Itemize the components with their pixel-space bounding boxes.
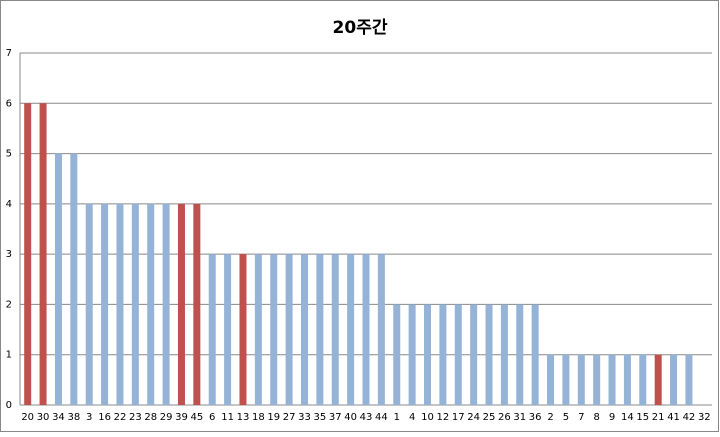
x-tick-label: 35 [313, 412, 326, 423]
x-tick-label: 16 [98, 412, 111, 423]
bar [116, 203, 124, 405]
bar [177, 203, 185, 405]
bar [593, 354, 601, 405]
x-tick-label: 26 [498, 412, 511, 423]
x-tick-label: 21 [652, 412, 665, 423]
bar [439, 304, 447, 405]
bar [424, 304, 432, 405]
bar [685, 354, 693, 405]
chart-title: 20주간 [333, 18, 388, 38]
x-tick-label: 28 [144, 412, 157, 423]
bar [85, 203, 93, 405]
x-tick-label: 13 [237, 412, 250, 423]
x-tick-label: 10 [421, 412, 434, 423]
x-tick-label: 29 [160, 412, 173, 423]
bar [239, 254, 247, 405]
bar [500, 304, 508, 405]
bar [393, 304, 401, 405]
x-tick-label: 41 [667, 412, 680, 423]
x-tick-label: 33 [298, 412, 311, 423]
x-tick-label: 37 [329, 412, 342, 423]
bar [39, 103, 47, 406]
bar [24, 103, 32, 406]
bar [254, 254, 262, 405]
bar [300, 254, 308, 405]
x-tick-label: 18 [252, 412, 265, 423]
bar [347, 254, 355, 405]
x-tick-label: 45 [190, 412, 203, 423]
x-tick-label: 4 [409, 412, 415, 423]
bar [470, 304, 478, 405]
x-tick-label: 34 [52, 412, 65, 423]
y-tick-label: 6 [6, 98, 12, 109]
bar [208, 254, 216, 405]
x-tick-label: 17 [452, 412, 465, 423]
x-tick-label: 25 [483, 412, 496, 423]
x-tick-label: 36 [529, 412, 542, 423]
x-tick-label: 7 [578, 412, 584, 423]
y-tick-label: 5 [6, 149, 12, 160]
bar [162, 203, 170, 405]
x-tick-label: 24 [467, 412, 480, 423]
x-tick-label: 1 [394, 412, 400, 423]
x-tick-label: 40 [344, 412, 357, 423]
bar [408, 304, 416, 405]
x-tick-label: 23 [129, 412, 142, 423]
bar [193, 203, 201, 405]
bar [670, 354, 678, 405]
bar [70, 153, 78, 405]
bar [608, 354, 616, 405]
x-tick-label: 8 [593, 412, 599, 423]
x-tick-label: 30 [37, 412, 50, 423]
x-tick-label: 12 [437, 412, 450, 423]
x-tick-label: 9 [609, 412, 615, 423]
x-tick-label: 14 [621, 412, 634, 423]
x-tick-label: 11 [221, 412, 234, 423]
x-tick-label: 42 [683, 412, 696, 423]
x-tick-label: 27 [283, 412, 296, 423]
bar [54, 153, 62, 405]
y-tick-label: 0 [6, 400, 12, 411]
bar [147, 203, 155, 405]
bar [101, 203, 109, 405]
y-tick-label: 1 [6, 350, 12, 361]
y-tick-label: 2 [6, 299, 12, 310]
x-tick-label: 22 [114, 412, 127, 423]
x-tick-label: 15 [636, 412, 649, 423]
bar [316, 254, 324, 405]
x-tick-label: 19 [267, 412, 280, 423]
x-tick-label: 32 [698, 412, 711, 423]
bar [454, 304, 462, 405]
bar [562, 354, 570, 405]
x-tick-label: 39 [175, 412, 188, 423]
x-tick-label: 43 [360, 412, 373, 423]
bar [377, 254, 385, 405]
bar [131, 203, 139, 405]
x-tick-label: 44 [375, 412, 388, 423]
x-tick-label: 3 [86, 412, 92, 423]
bar [516, 304, 524, 405]
bar [654, 354, 662, 405]
bar [285, 254, 293, 405]
x-tick-label: 2 [547, 412, 553, 423]
x-tick-label: 6 [209, 412, 215, 423]
bar [362, 254, 370, 405]
bar [623, 354, 631, 405]
x-tick-label: 5 [563, 412, 569, 423]
x-tick-label: 31 [513, 412, 526, 423]
y-tick-label: 3 [6, 249, 12, 260]
bar [485, 304, 493, 405]
bar [547, 354, 555, 405]
bar [577, 354, 585, 405]
y-tick-label: 4 [6, 199, 12, 210]
bar [531, 304, 539, 405]
bar [331, 254, 339, 405]
bar [270, 254, 278, 405]
x-tick-label: 20 [21, 412, 34, 423]
y-tick-label: 7 [6, 48, 12, 59]
bar [639, 354, 647, 405]
bar [224, 254, 232, 405]
x-tick-label: 38 [67, 412, 80, 423]
